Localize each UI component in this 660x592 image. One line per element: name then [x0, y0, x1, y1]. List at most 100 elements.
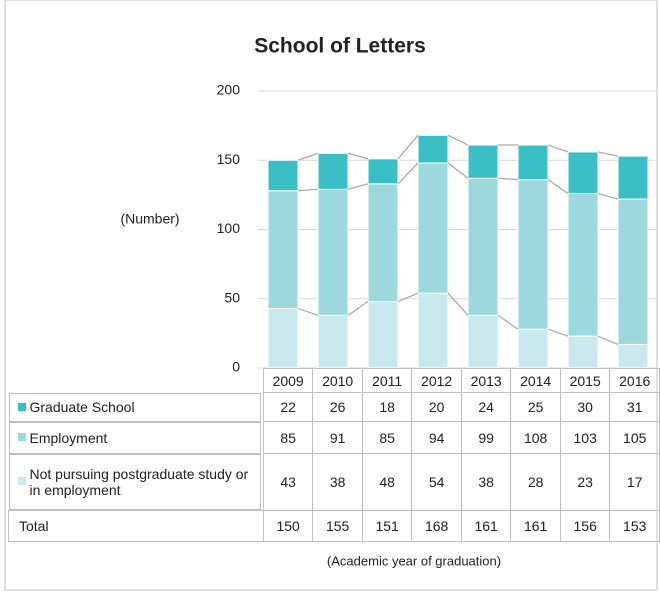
table-value: 25: [510, 392, 561, 422]
bar-segment: [517, 179, 549, 330]
legend-swatch: [17, 477, 26, 485]
series-line: [547, 144, 569, 153]
x-tick-label: 2014: [510, 368, 561, 393]
series-line: [497, 177, 519, 181]
table-value: 99: [460, 421, 512, 454]
total-value: 161: [460, 509, 512, 542]
bar-segment: [467, 144, 499, 179]
series-row: Not pursuing postgraduate study or in em…: [8, 453, 660, 511]
series-line: [597, 192, 619, 200]
chart-title: School of Letters: [254, 35, 426, 58]
bar-segment: [417, 134, 449, 164]
table-value: 105: [609, 421, 660, 454]
table-value: 18: [361, 392, 413, 422]
total-value: 155: [312, 509, 363, 542]
total-value: 151: [361, 509, 413, 542]
table-value: 22: [262, 392, 314, 422]
bar-segment: [617, 343, 649, 369]
y-tick-label: 0: [232, 359, 240, 375]
series-row: Graduate School 22 26 18 20 24 25 30 31: [8, 392, 660, 422]
bar-segment: [467, 314, 499, 369]
legend-cell: Not pursuing postgraduate study or in em…: [8, 453, 261, 510]
table-value: 28: [510, 453, 561, 511]
table-value: 48: [361, 453, 413, 511]
series-line: [397, 292, 419, 303]
series-line: [447, 162, 469, 179]
bar-segment: [317, 314, 349, 369]
table-value: 20: [411, 392, 462, 422]
series-line: [397, 162, 419, 185]
table-value: 94: [411, 421, 462, 454]
legend-swatch: [17, 433, 26, 441]
data-table: 2009 2010 2011 2012 2013 2014 2015 2016 Graduate…: [8, 368, 660, 542]
table-value: 85: [262, 421, 314, 454]
legend-swatch: [17, 402, 26, 411]
series-line: [347, 152, 369, 160]
legend-cell: Employment: [8, 421, 261, 454]
series-row: Employment 85 91 85 94 99 108 103 105: [8, 421, 660, 454]
series-line: [347, 183, 369, 190]
y-tick-label: 200: [217, 82, 241, 98]
blank-cell: [9, 369, 264, 393]
y-tick-label: 100: [217, 220, 241, 236]
series-line: [397, 134, 419, 160]
x-tick-label: 2009: [262, 368, 314, 393]
y-axis-label: (Number): [120, 211, 179, 227]
total-value: 161: [510, 509, 561, 542]
bar-segment: [617, 198, 649, 345]
x-tick-label: 2015: [559, 368, 611, 393]
total-value: 168: [411, 509, 462, 542]
total-row: Total 150 155 151 168 161 161 156 153: [8, 509, 660, 542]
table-value: 38: [460, 453, 512, 511]
table-value: 17: [609, 453, 660, 511]
table-value: 26: [312, 392, 363, 422]
series-line: [497, 314, 519, 330]
x-tick-label: 2012: [411, 368, 462, 393]
bar-segment: [417, 162, 449, 294]
x-axis-label: (Academic year of graduation): [327, 553, 501, 568]
bar-segment: [267, 307, 299, 369]
bar-segment: [517, 144, 549, 181]
bar-segment: [267, 190, 299, 309]
bar-segment: [367, 301, 399, 369]
table-value: 43: [262, 453, 314, 511]
series-line: [297, 152, 319, 161]
bar-segment: [517, 328, 549, 369]
table-value: 103: [559, 421, 611, 454]
table-value: 108: [510, 421, 561, 454]
bar-segment: [567, 151, 599, 194]
legend-cell: Graduate School: [8, 392, 261, 422]
x-tick-label: 2011: [361, 368, 413, 393]
x-tick-label: 2010: [312, 368, 363, 393]
bar-segment: [467, 177, 499, 316]
y-tick-label: 50: [224, 289, 240, 305]
header-row: 2009 2010 2011 2012 2013 2014 2015 2016: [9, 368, 660, 393]
legend-label: Graduate School: [29, 399, 135, 415]
bar-segment: [317, 152, 349, 190]
table-value: 31: [609, 392, 660, 422]
table-value: 38: [312, 453, 363, 511]
series-line: [297, 188, 319, 192]
bar-segment: [617, 155, 649, 200]
series-line: [547, 328, 569, 337]
y-tick-label: 150: [217, 151, 241, 167]
series-line: [547, 179, 569, 194]
series-line: [597, 151, 619, 157]
bar-segment: [317, 188, 349, 316]
bar-segment: [267, 159, 299, 192]
series-line: [347, 301, 369, 316]
series-line: [597, 335, 619, 346]
table-value: 23: [559, 453, 611, 511]
bar-segment: [417, 292, 449, 369]
bar-segment: [567, 335, 599, 369]
chart-border: [4, 0, 658, 591]
total-value: 153: [609, 509, 660, 542]
table-value: 91: [312, 421, 363, 454]
bar-segment: [567, 192, 599, 337]
x-tick-label: 2013: [460, 368, 512, 393]
series-line: [447, 292, 469, 316]
legend-label: Employment: [29, 429, 108, 446]
bar-segment: [367, 183, 399, 303]
